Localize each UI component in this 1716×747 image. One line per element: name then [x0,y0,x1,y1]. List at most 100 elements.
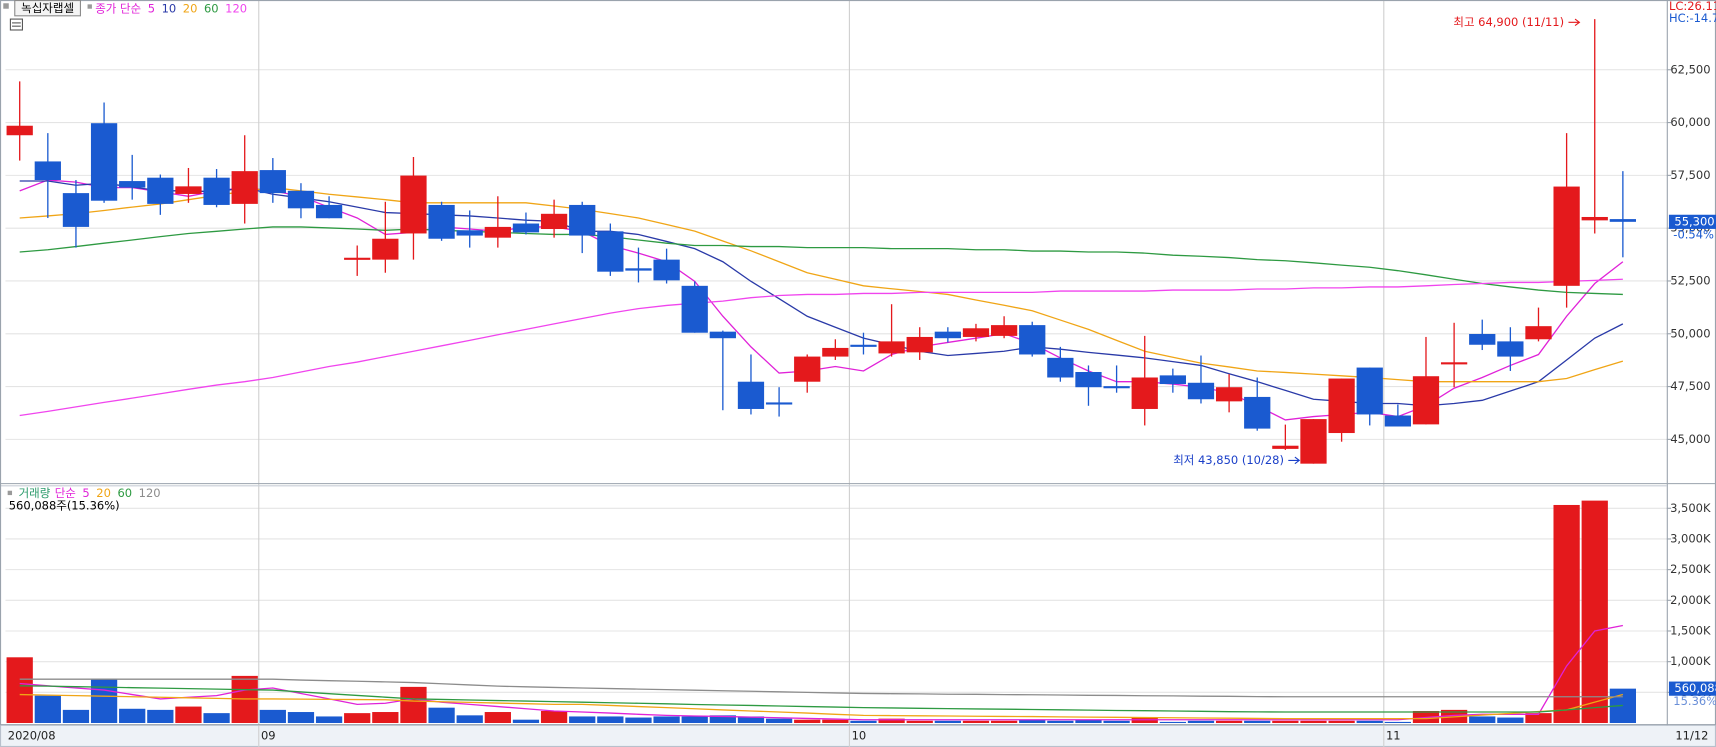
price-legend: 종가 단순 5 10 20 60 120 [95,1,247,15]
candle-body [1300,419,1327,464]
candle-body [1131,377,1158,409]
candle-body [597,231,624,272]
lc-label: LC:26.11 [1669,0,1716,13]
candle-body [850,344,877,347]
candle-body [709,331,736,339]
candle-body [456,230,483,236]
volume-bar [1244,720,1271,724]
last-price-label: 55,300 [1674,214,1714,228]
volume-bar [119,708,146,724]
legend-marker [3,3,9,9]
volume-bar [287,712,315,724]
candle-body [484,226,511,238]
candle-body [287,190,315,209]
candle-body [147,177,174,204]
last-volume-label: 560,088 [1674,681,1716,695]
volume-bar [428,707,455,724]
stock-name[interactable]: 녹십자랩셀 [21,1,74,15]
moving-average [19,226,1623,296]
legend-entry: 20 [183,1,198,15]
candle-body [1215,387,1243,402]
y-tick-label: 52,500 [1670,273,1710,287]
x-tick-label: 2020/08 [8,729,56,743]
volume-bar [34,695,61,724]
volume-bar [1328,720,1355,724]
candle-body [540,213,568,230]
candle-body [765,402,793,405]
candle-body [1187,382,1215,400]
volume-bar [1525,713,1552,724]
legend-entry: 5 [148,1,155,15]
candle-body [906,336,933,353]
frame [0,0,1716,726]
legend-marker [7,490,13,496]
volume-bar [512,719,540,724]
legend-entry: 10 [162,1,177,15]
volume-bar [962,720,990,724]
moving-average [19,180,1624,407]
candle-body [512,223,540,233]
volume-info: 560,088주(15.36%) [9,499,120,513]
high-arrow [1568,18,1581,27]
candle-body [878,341,905,354]
legend-entry: 120 [225,1,247,15]
candle-body [1244,396,1271,429]
candle-body [6,125,33,136]
candle-body [681,285,708,333]
x-tick-label: 10 [852,729,867,743]
legend-label: 거래량 [19,485,51,499]
y-tick-label: 60,000 [1670,115,1710,129]
candle-body [1412,376,1440,425]
volume-bar [597,716,624,724]
volume-bar [540,710,568,724]
volume-bar [850,720,877,724]
legend-entry: 20 [96,485,111,499]
candle-body [1609,219,1637,222]
candle-body [231,171,258,204]
candle-body [1075,372,1102,388]
candle-body [428,204,455,239]
volume-bar [1047,720,1074,724]
legend-entry: 60 [204,1,219,15]
overlay: 11/12 최고 64,900 (11/11) 최저 43,850 (10/28) 5… [1173,15,1716,743]
volume-bar [709,715,736,724]
volume-legend: 거래량 단순 5 20 60 120 [19,485,161,499]
candle-body [175,186,202,194]
volume-bar [6,657,33,724]
volume-bar [175,706,202,724]
candle-body [653,259,680,281]
y-tick-label: 3,000K [1670,531,1711,545]
last-price-box [1668,214,1716,229]
candle-body [1019,325,1046,355]
candle-body [794,356,821,382]
y-tick-label: 50,000 [1670,326,1710,340]
candle-body [990,325,1018,336]
candle-body [1356,367,1383,415]
volume-bar [765,718,793,724]
volume-bar [1159,721,1186,724]
y-tick-label: 47,500 [1670,379,1710,393]
volume-bar [934,720,961,724]
marks [6,19,1637,724]
moving-average [19,186,1624,383]
volume-bar [737,716,765,724]
candle-body [625,268,652,271]
volume-bar [794,719,821,724]
calendar-icon[interactable] [9,18,23,31]
high-note: 최고 64,900 (11/11) [1453,15,1564,29]
y-tick-label: 1,500K [1670,623,1711,637]
legend-marker [87,4,92,9]
candle-body [372,238,399,260]
volume-bar [1019,719,1046,724]
legend-entry: 120 [139,485,161,499]
volume-bar [1103,720,1130,724]
candle-body [259,170,286,194]
x-tick-label: 11 [1386,729,1401,743]
stock-name-box[interactable] [14,0,81,17]
candle-body [62,193,90,227]
y-tick-label: 57,500 [1670,168,1710,182]
volume-bar [484,712,511,724]
